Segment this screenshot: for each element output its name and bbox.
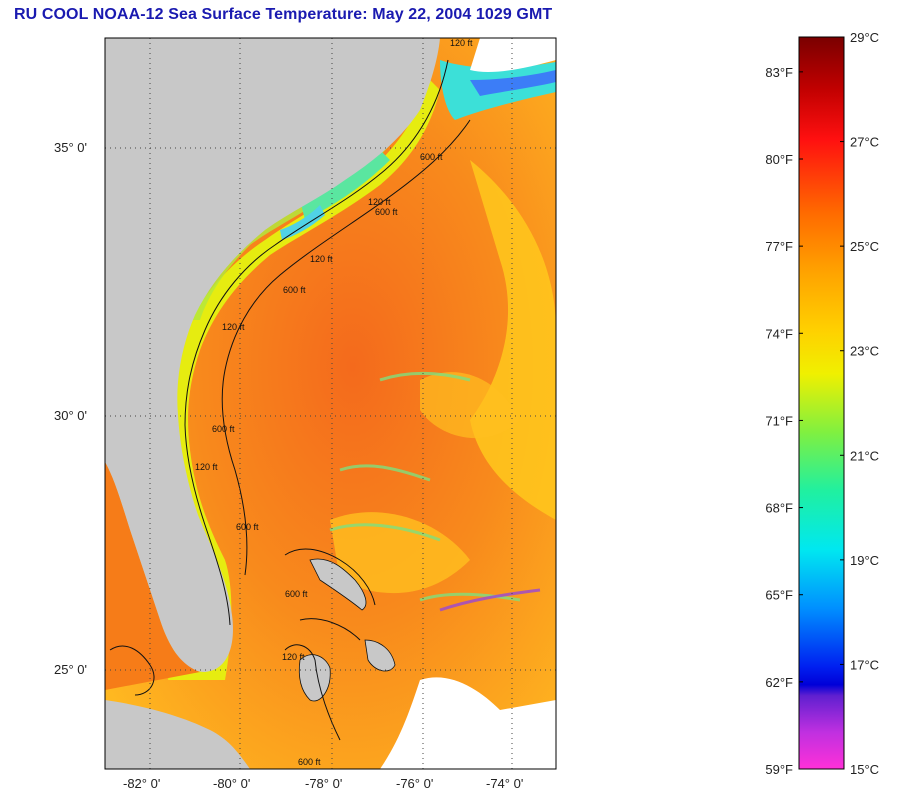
map-frame [104,37,557,770]
colorbar-label-c: 21°C [850,448,879,463]
ocean-yellow-patch [330,512,470,594]
colorbar-label-c: 15°C [850,762,879,777]
colorbar-label-f: 59°F [765,762,793,777]
lon-label: -76° 0' [396,776,433,791]
colorbar-label-f: 71°F [765,413,793,428]
isobath-label: 600 ft [283,285,306,295]
colorbar-label-f: 77°F [765,239,793,254]
colorbar-label-f: 74°F [765,326,793,341]
colorbar-label-f: 62°F [765,675,793,690]
isobath-label: 120 ft [282,652,305,662]
ocean-yellow-patch [420,372,520,439]
bahamas-land [364,639,396,672]
isobath-bahamas [109,548,376,741]
colorbar-label-c: 27°C [850,135,879,150]
isobath-label: 600 ft [285,589,308,599]
colorbar-gradient [798,36,845,770]
isobath-label: 120 ft [195,462,218,472]
cool-water-north [470,70,556,96]
isobath-label: 120 ft [368,197,391,207]
no-data-area [470,38,556,72]
map-title: RU COOL NOAA-12 Sea Surface Temperature:… [14,6,553,23]
lat-label: 25° 0' [54,662,87,677]
gulf-water [105,462,200,690]
cool-water-shelf [300,150,390,220]
isobath-label: 120 ft [222,322,245,332]
lon-label: -82° 0' [123,776,160,791]
colorbar-label-f: 68°F [765,501,793,516]
colorbar-label-c: 17°C [850,657,879,672]
cool-water-shelf [280,205,325,240]
lon-label: -78° 0' [305,776,342,791]
bahamas-land [309,558,367,611]
isobath-label: 600 ft [212,424,235,434]
colorbar-label-c: 29°C [850,30,879,45]
colorbar-label-c: 19°C [850,553,879,568]
lat-label: 30° 0' [54,408,87,423]
cool-filament [439,588,541,612]
colorbar-label-c: 25°C [850,239,879,254]
colorbar-label-f: 83°F [765,65,793,80]
isobath-label: 600 ft [236,522,259,532]
colorbar-label-f: 65°F [765,588,793,603]
lat-label: 35° 0' [54,140,87,155]
isobath-label: 600 ft [298,757,321,767]
colorbar-label-c: 23°C [850,344,879,359]
lon-label: -80° 0' [213,776,250,791]
isobath-label: 120 ft [310,254,333,264]
isobath-600 [221,119,471,576]
graticule [105,38,556,769]
no-data-area [380,677,556,769]
cool-filament [329,371,521,602]
isobath-label: 600 ft [420,152,443,162]
isobath-label: 120 ft [450,38,473,48]
land-mass [105,700,250,769]
isobath-120 [184,59,449,626]
isobath-label: 600 ft [375,207,398,217]
bahamas-land [298,654,331,702]
colorbar-label-f: 80°F [765,152,793,167]
lon-label: -74° 0' [486,776,523,791]
land-mass [105,38,440,672]
